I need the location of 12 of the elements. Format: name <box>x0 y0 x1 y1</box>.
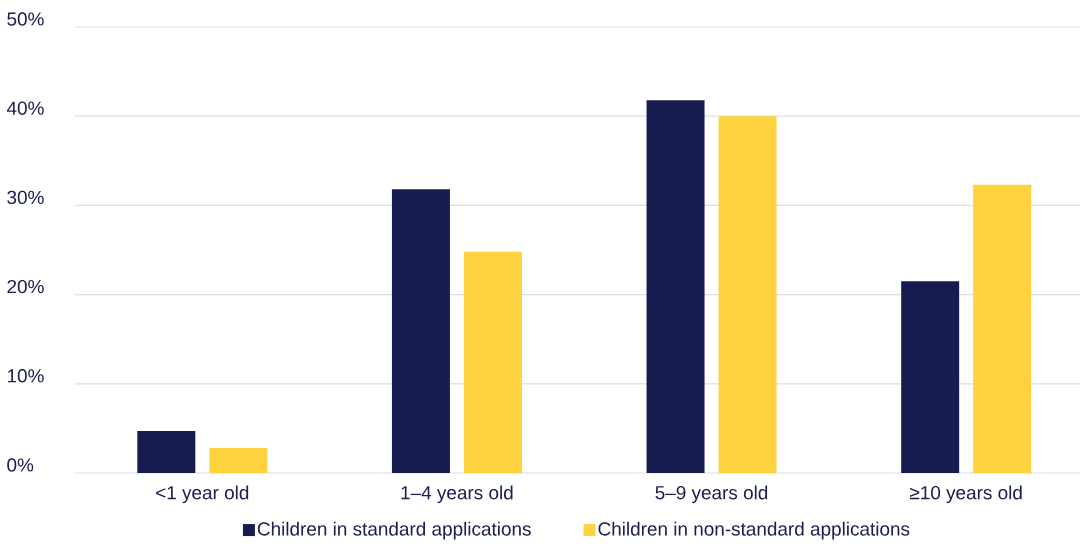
legend-label: Children in non-standard applications <box>598 521 910 540</box>
y-tick-label: 20% <box>7 279 44 294</box>
x-tick-label: ≥10 years old <box>910 485 1022 504</box>
y-tick-label: 30% <box>7 190 44 205</box>
x-tick-label: <1 year old <box>156 485 249 504</box>
y-tick-label: 10% <box>7 369 44 383</box>
legend-label: Children in standard applications <box>257 521 531 540</box>
y-tick-label: 40% <box>6 101 44 115</box>
y-tick-label: 50% <box>7 12 44 26</box>
x-tick-label: 5–9 years old <box>655 485 768 504</box>
y-tick-label: 0% <box>7 458 34 472</box>
x-tick-label: 1–4 years old <box>401 485 513 504</box>
